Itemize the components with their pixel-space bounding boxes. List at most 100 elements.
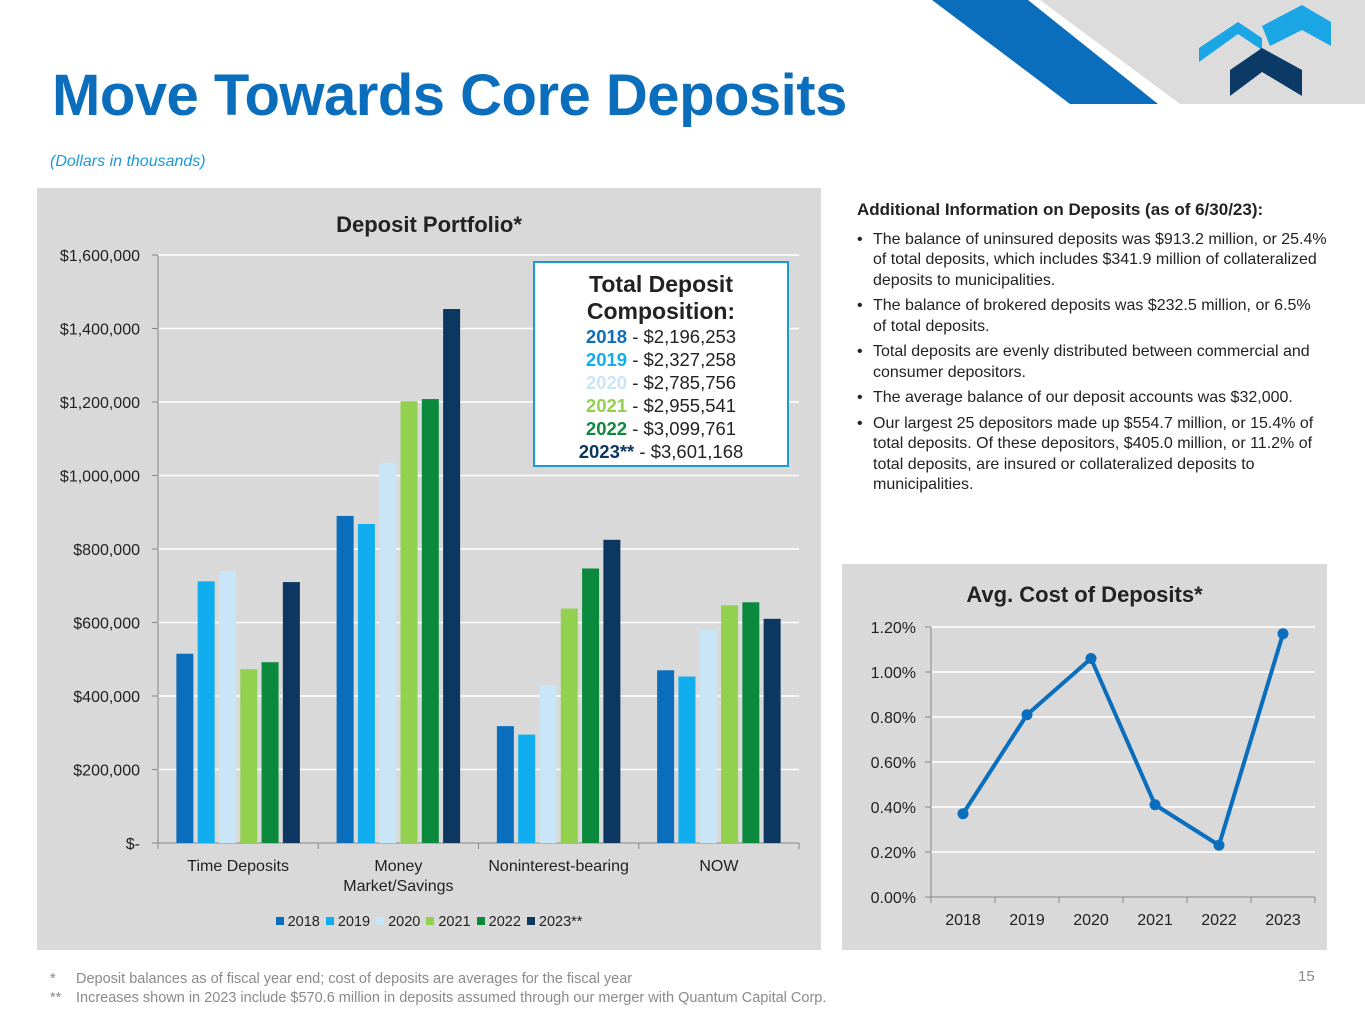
legend-label: 2019 — [337, 914, 371, 930]
y-tick-label: 0.00% — [871, 890, 916, 907]
x-tick-label: 2020 — [1073, 912, 1109, 929]
avg-cost-point-2022 — [1213, 839, 1225, 851]
y-tick-label: $1,600,000 — [60, 248, 140, 265]
y-tick-label: $1,400,000 — [60, 322, 140, 339]
legend-item-2022: 2022 — [476, 914, 521, 930]
footnote-marker: * — [50, 971, 56, 987]
composition-rows: 2018 - $2,196,253 2019 - $2,327,258 2020 -… — [535, 325, 787, 463]
y-tick-label: $1,000,000 — [60, 469, 140, 486]
bar-2023-noninterest-bearing — [603, 539, 621, 843]
bar-2019-now — [678, 676, 696, 843]
legend-item-2019: 2019 — [325, 914, 371, 930]
x-category-label: Time Deposits — [187, 858, 289, 875]
composition-title: Total Deposit Composition: — [535, 271, 787, 325]
composition-value: - $2,327,258 — [627, 349, 737, 370]
info-bullet: The balance of uninsured deposits was $9… — [857, 230, 1327, 292]
composition-row: 2019 - $2,327,258 — [535, 348, 787, 371]
legend-swatch — [275, 917, 284, 925]
bar-2023-now — [763, 618, 781, 843]
legend-item-2023: 2023** — [526, 914, 583, 930]
x-tick-label: 2021 — [1137, 912, 1173, 929]
bar-2019-noninterest-bearing — [518, 734, 536, 843]
y-tick-label: 0.80% — [871, 710, 916, 727]
composition-year: 2019 — [585, 349, 628, 370]
legend-item-2018: 2018 — [275, 914, 320, 930]
composition-value: - $2,955,541 — [627, 395, 737, 416]
deposit-chart-legend: 2018 2019 2020 2021 2022 2023** — [37, 914, 821, 930]
legend-swatch — [526, 917, 535, 925]
avg-cost-point-2020 — [1085, 653, 1097, 664]
composition-year: 2021 — [585, 395, 628, 416]
y-tick-label: $400,000 — [73, 689, 140, 706]
total-deposit-composition-box: Total Deposit Composition: 2018 - $2,196… — [533, 261, 789, 467]
company-logo — [1199, 5, 1331, 96]
footnote: ** Increases shown in 2023 include $570.6… — [50, 989, 826, 1008]
bar-2023-money-market-savings — [443, 309, 461, 844]
composition-title-line1: Total Deposit — [589, 271, 733, 297]
footnote-marker: ** — [50, 990, 62, 1006]
x-category-label: Money — [374, 858, 422, 875]
bar-2020-time-deposits — [218, 571, 236, 843]
bar-2021-time-deposits — [240, 669, 258, 843]
y-tick-label: $200,000 — [73, 763, 140, 780]
footnotes: * Deposit balances as of fiscal year end;… — [50, 970, 826, 1008]
composition-row: 2021 - $2,955,541 — [535, 394, 787, 417]
deposit-chart-title: Deposit Portfolio* — [336, 212, 522, 237]
avg-cost-point-2019 — [1021, 709, 1033, 721]
x-tick-label: 2018 — [945, 912, 981, 929]
bar-2019-money-market-savings — [357, 524, 375, 843]
y-tick-label: 1.20% — [871, 620, 916, 637]
bar-2018-money-market-savings — [336, 515, 354, 843]
x-tick-label: 2022 — [1201, 912, 1237, 929]
bar-2021-now — [721, 605, 739, 843]
units-note: (Dollars in thousands) — [50, 153, 206, 170]
y-tick-label: 1.00% — [871, 665, 916, 682]
info-bullet: The balance of brokered deposits was $23… — [857, 296, 1327, 337]
x-category-label: Market/Savings — [343, 878, 453, 895]
additional-info-title: Additional Information on Deposits (as o… — [857, 200, 1264, 219]
composition-row: 2018 - $2,196,253 — [535, 325, 787, 348]
composition-value: - $2,785,756 — [627, 372, 737, 393]
avg-cost-chart: Avg. Cost of Deposits* 0.00% 0.20% 0.40% 0.… — [842, 564, 1327, 950]
legend-label: 2023** — [538, 914, 583, 930]
deposit-portfolio-chart: Deposit Portfolio* $- $200,000 $400,000 $60… — [37, 188, 821, 950]
deposit-bar-plot: $- $200,000 $400,000 $600,000 $800,000 $1,000… — [60, 248, 800, 895]
avg-cost-point-2018 — [957, 808, 969, 820]
y-tick-label: 0.20% — [871, 845, 916, 862]
info-bullet: Our largest 25 depositors made up $554.7… — [857, 414, 1327, 496]
legend-item-2020: 2020 — [376, 914, 420, 930]
header-blue-stripe — [932, 0, 1158, 104]
x-category-label: Noninterest-bearing — [488, 858, 629, 875]
bar-2019-time-deposits — [197, 581, 215, 843]
bar-2020-noninterest-bearing — [539, 684, 557, 843]
x-category-label: NOW — [699, 858, 739, 875]
bar-2018-noninterest-bearing — [496, 726, 514, 843]
legend-swatch — [426, 917, 435, 925]
footnote-text: Increases shown in 2023 include $570.6 m… — [76, 990, 827, 1006]
composition-value: - $2,196,253 — [627, 326, 737, 347]
composition-row: 2023** - $3,601,168 — [535, 440, 787, 463]
footnote-text: Deposit balances as of fiscal year end; … — [76, 971, 633, 987]
info-bullet: Total deposits are evenly distributed be… — [857, 342, 1327, 383]
page-title: Move Towards Core Deposits — [52, 63, 847, 128]
composition-value: - $3,601,168 — [634, 441, 744, 462]
header-decoration — [932, 0, 1365, 104]
info-bullet: The average balance of our deposit accou… — [857, 388, 1327, 409]
bar-2018-now — [657, 670, 675, 843]
additional-info-list: The balance of uninsured deposits was $9… — [857, 230, 1327, 496]
bar-2022-time-deposits — [261, 662, 279, 843]
bar-2021-money-market-savings — [400, 401, 418, 843]
avg-cost-point-2021 — [1149, 799, 1161, 811]
avg-cost-point-2023 — [1277, 628, 1289, 640]
y-tick-label: $1,200,000 — [60, 395, 140, 412]
bar-2020-now — [699, 629, 717, 843]
bar-2021-noninterest-bearing — [560, 608, 578, 843]
bar-2018-time-deposits — [176, 653, 194, 843]
avg-cost-chart-title: Avg. Cost of Deposits* — [966, 582, 1203, 607]
legend-item-2021: 2021 — [426, 914, 471, 930]
y-tick-label: 0.40% — [871, 800, 916, 817]
page-number: 15 — [1298, 968, 1315, 985]
bar-2020-money-market-savings — [379, 462, 397, 843]
composition-value: - $3,099,761 — [627, 418, 737, 439]
legend-label: 2020 — [388, 914, 421, 930]
